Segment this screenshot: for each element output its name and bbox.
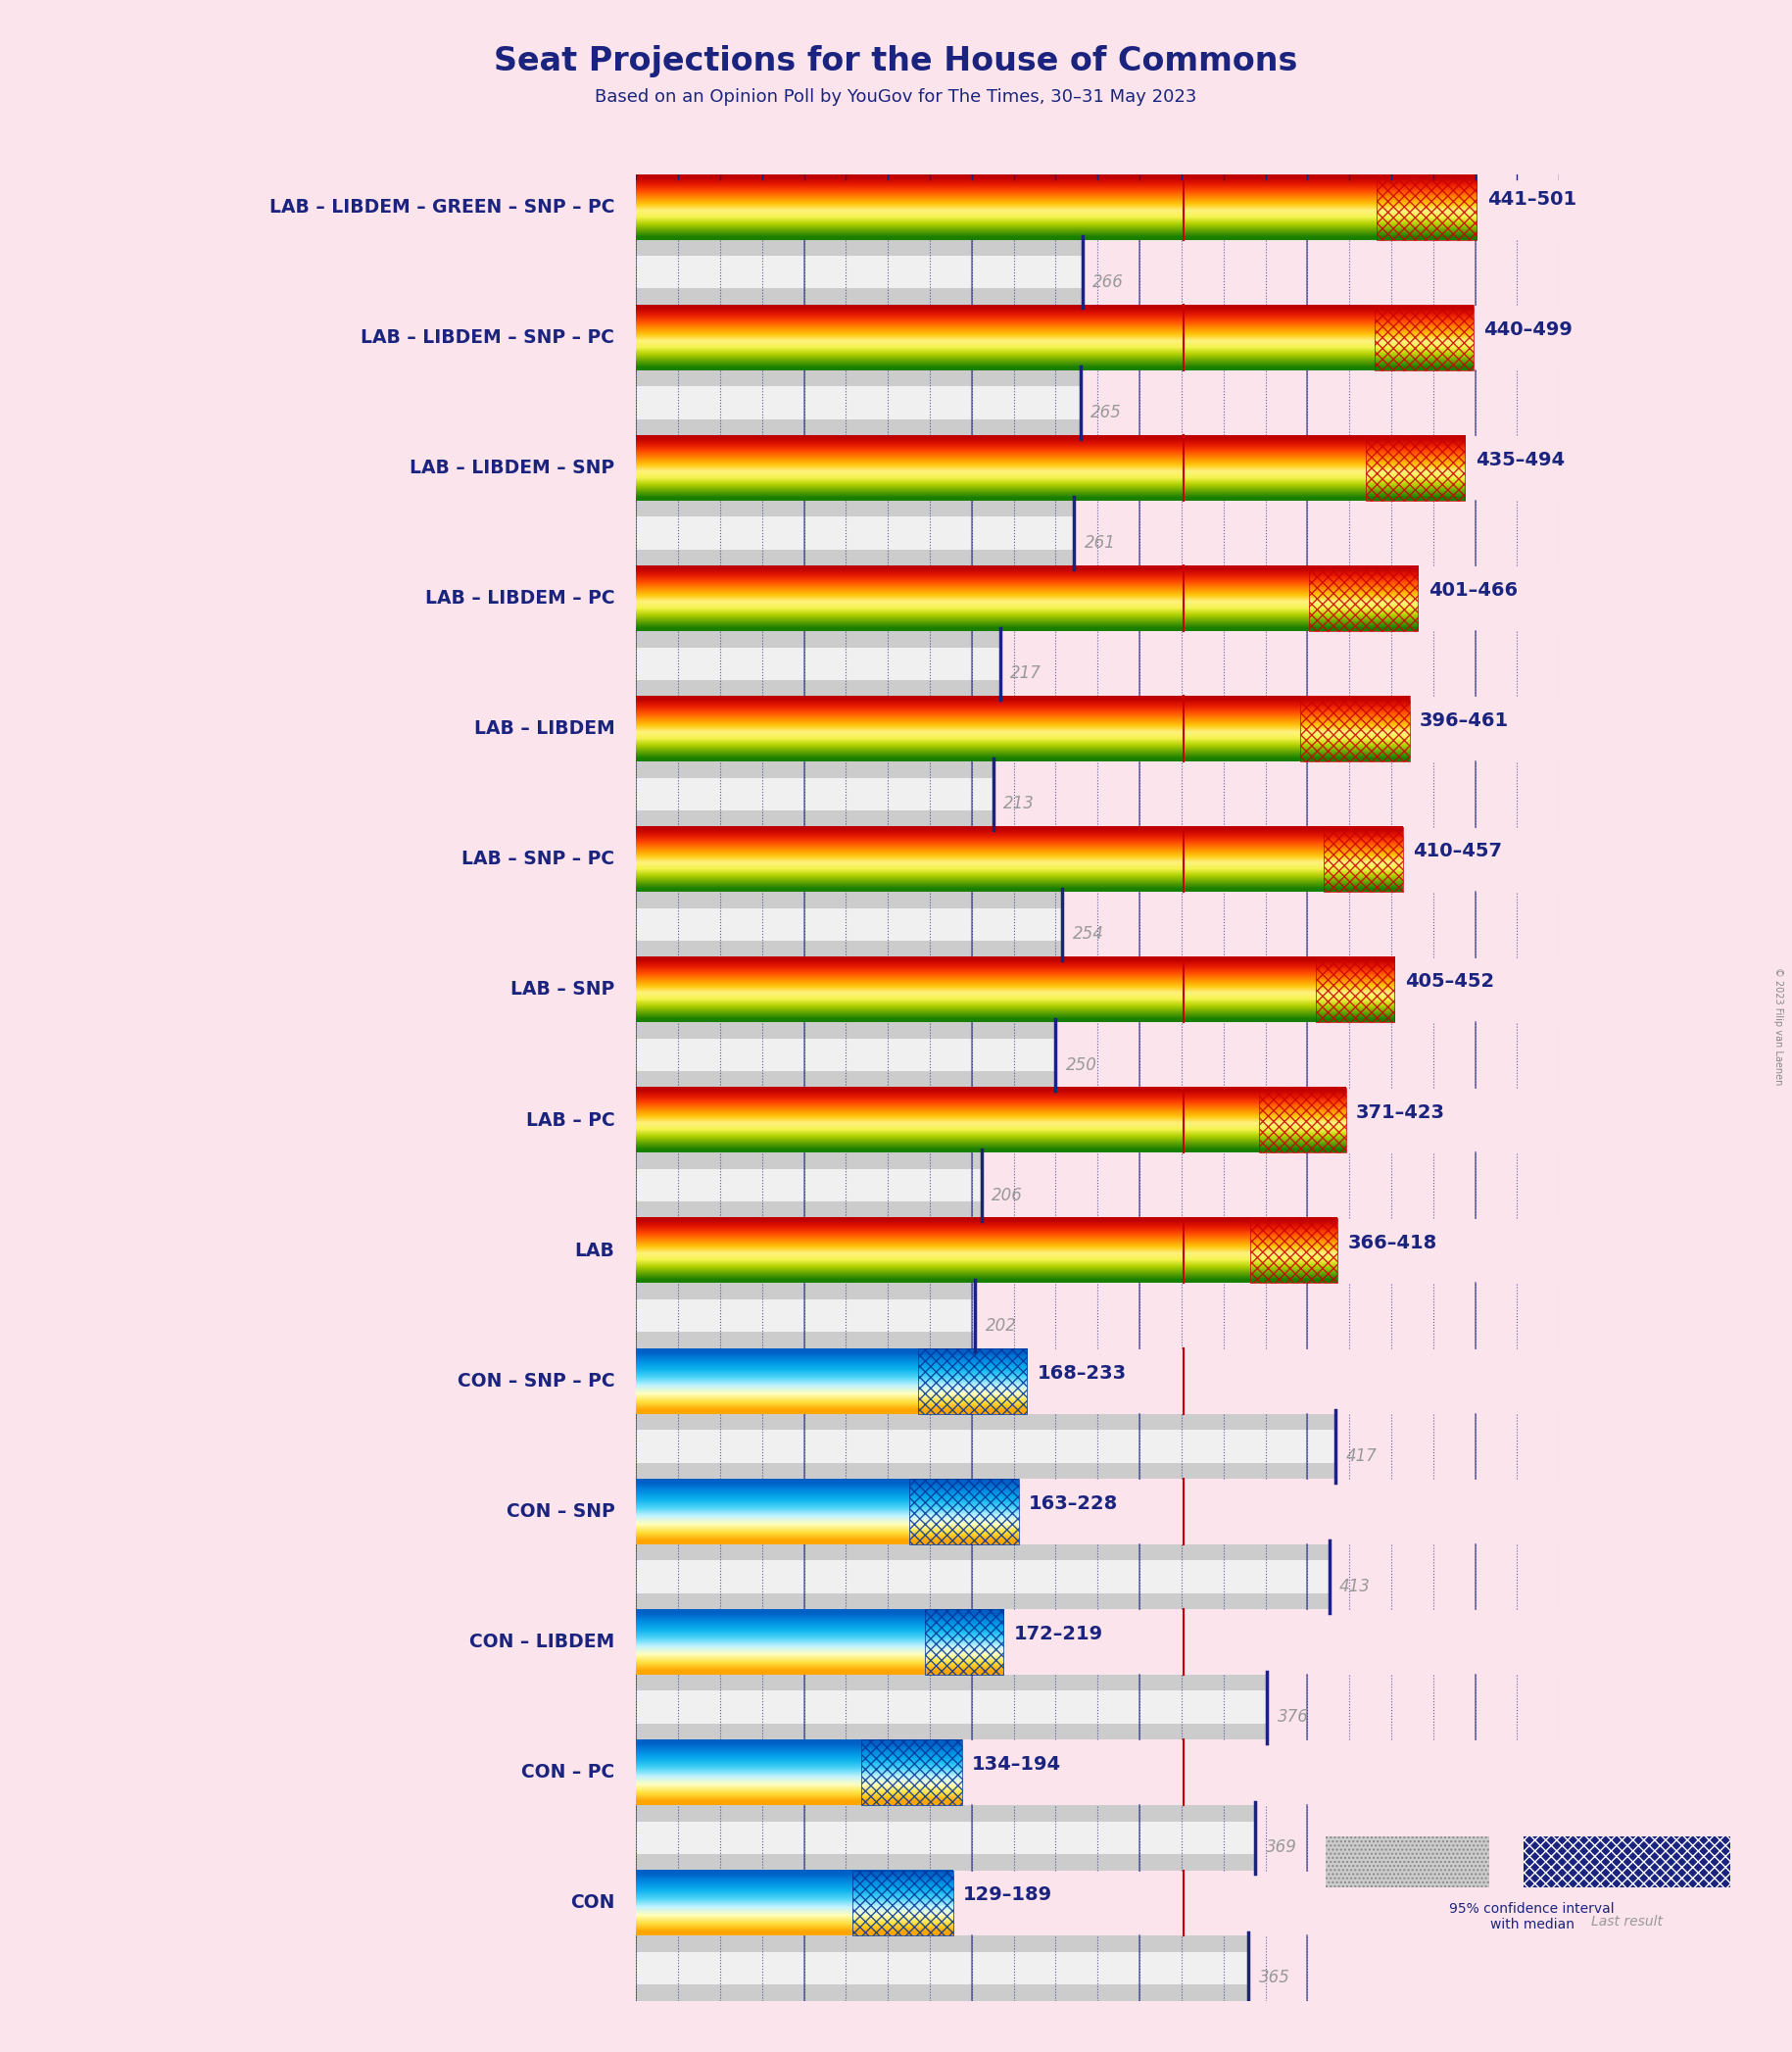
Text: CON – PC: CON – PC xyxy=(521,1763,615,1781)
Text: 396–461: 396–461 xyxy=(1419,712,1509,731)
Text: 134–194: 134–194 xyxy=(971,1754,1061,1773)
Bar xyxy=(636,1153,982,1219)
Bar xyxy=(636,1022,1055,1088)
Text: 254: 254 xyxy=(1072,925,1104,944)
Bar xyxy=(636,1691,1267,1724)
Bar xyxy=(636,1282,975,1348)
Text: LAB – LIBDEM – SNP – PC: LAB – LIBDEM – SNP – PC xyxy=(360,328,615,347)
Bar xyxy=(636,761,993,827)
Text: 401–466: 401–466 xyxy=(1428,581,1518,599)
Bar xyxy=(1374,306,1473,369)
Bar xyxy=(1308,566,1417,632)
Bar xyxy=(636,1951,1249,1984)
Text: 365: 365 xyxy=(1258,1970,1290,1986)
Bar xyxy=(636,501,1073,566)
Bar xyxy=(1376,174,1477,240)
Bar xyxy=(860,1740,962,1806)
Bar xyxy=(636,240,1082,306)
Text: LAB – LIBDEM – PC: LAB – LIBDEM – PC xyxy=(425,589,615,607)
Text: 168–233: 168–233 xyxy=(1038,1365,1127,1383)
Text: 172–219: 172–219 xyxy=(1014,1625,1104,1644)
Bar xyxy=(1326,1837,1489,1888)
Bar xyxy=(636,1806,1256,1869)
Text: 417: 417 xyxy=(1346,1447,1378,1465)
Bar xyxy=(1366,435,1466,501)
Text: 261: 261 xyxy=(1084,534,1115,552)
Bar xyxy=(636,1299,975,1332)
Bar xyxy=(636,1560,1330,1592)
Text: 266: 266 xyxy=(1093,273,1124,291)
Bar xyxy=(636,1414,1335,1479)
Text: 441–501: 441–501 xyxy=(1487,191,1577,209)
Bar xyxy=(1258,1088,1346,1153)
Bar xyxy=(853,1869,953,1935)
Text: 369: 369 xyxy=(1265,1839,1297,1857)
Text: Seat Projections for the House of Commons: Seat Projections for the House of Common… xyxy=(495,45,1297,78)
Text: 206: 206 xyxy=(993,1186,1023,1205)
Text: 217: 217 xyxy=(1011,665,1041,681)
Text: 163–228: 163–228 xyxy=(1029,1494,1118,1512)
Bar xyxy=(636,1543,1330,1609)
Bar xyxy=(636,632,1000,696)
Text: 265: 265 xyxy=(1091,404,1122,421)
Text: LAB – SNP – PC: LAB – SNP – PC xyxy=(462,850,615,868)
Bar xyxy=(636,1430,1335,1463)
Bar xyxy=(636,778,993,811)
Text: LAB: LAB xyxy=(575,1241,615,1260)
Bar xyxy=(636,1674,1267,1740)
Bar xyxy=(636,909,1063,940)
Text: LAB – PC: LAB – PC xyxy=(525,1110,615,1129)
Text: 376: 376 xyxy=(1278,1707,1308,1726)
Text: 250: 250 xyxy=(1066,1057,1097,1073)
Bar xyxy=(918,1348,1027,1414)
Text: 410–457: 410–457 xyxy=(1414,841,1502,860)
Bar xyxy=(1523,1837,1729,1888)
Bar xyxy=(636,386,1081,419)
Text: CON: CON xyxy=(570,1894,615,1912)
Bar xyxy=(636,1170,982,1202)
Bar xyxy=(636,369,1081,435)
Text: 440–499: 440–499 xyxy=(1484,320,1573,339)
Text: Last result: Last result xyxy=(1591,1915,1663,1929)
Text: 95% confidence interval
with median: 95% confidence interval with median xyxy=(1450,1902,1615,1931)
Text: 366–418: 366–418 xyxy=(1348,1233,1437,1252)
Bar xyxy=(636,646,1000,679)
Bar xyxy=(1326,1837,1489,1888)
Text: 371–423: 371–423 xyxy=(1357,1104,1444,1122)
Text: CON – SNP – PC: CON – SNP – PC xyxy=(457,1371,615,1391)
Bar xyxy=(1301,696,1410,761)
Text: 213: 213 xyxy=(1004,794,1034,813)
Bar xyxy=(636,1038,1055,1071)
Bar xyxy=(910,1479,1018,1543)
Bar xyxy=(1324,827,1403,893)
Text: Based on an Opinion Poll by YouGov for The Times, 30–31 May 2023: Based on an Opinion Poll by YouGov for T… xyxy=(595,88,1197,107)
Bar xyxy=(636,1935,1249,2001)
Bar xyxy=(636,1822,1256,1853)
Text: 413: 413 xyxy=(1339,1578,1371,1594)
Text: 129–189: 129–189 xyxy=(964,1886,1052,1904)
Bar xyxy=(636,517,1073,550)
Text: LAB – SNP: LAB – SNP xyxy=(511,981,615,999)
Text: LAB – LIBDEM: LAB – LIBDEM xyxy=(473,720,615,739)
Text: © 2023 Filip van Laenen: © 2023 Filip van Laenen xyxy=(1774,966,1783,1086)
Bar xyxy=(636,893,1063,956)
Bar xyxy=(1315,956,1394,1022)
Bar xyxy=(636,256,1082,289)
Text: CON – SNP: CON – SNP xyxy=(505,1502,615,1521)
Bar xyxy=(1251,1219,1337,1282)
Bar xyxy=(925,1609,1004,1674)
Text: 202: 202 xyxy=(986,1317,1016,1334)
Text: LAB – LIBDEM – GREEN – SNP – PC: LAB – LIBDEM – GREEN – SNP – PC xyxy=(269,197,615,215)
Bar xyxy=(1523,1837,1729,1888)
Text: 435–494: 435–494 xyxy=(1475,451,1564,470)
Text: CON – LIBDEM: CON – LIBDEM xyxy=(470,1633,615,1652)
Text: LAB – LIBDEM – SNP: LAB – LIBDEM – SNP xyxy=(410,458,615,478)
Text: 405–452: 405–452 xyxy=(1405,973,1495,991)
